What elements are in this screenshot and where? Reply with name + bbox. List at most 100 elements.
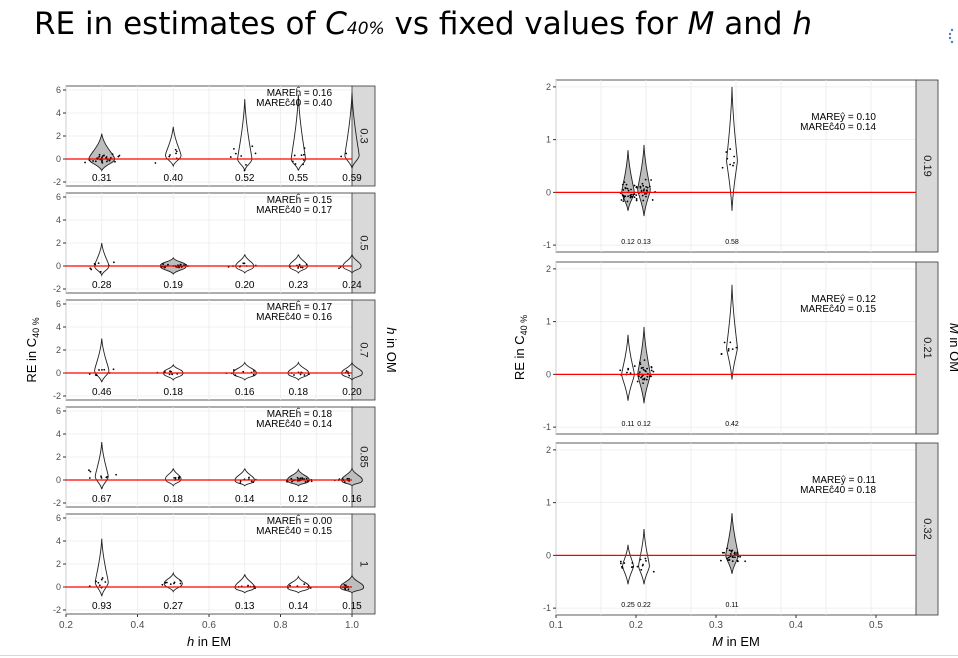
y-tick-label: 2 xyxy=(56,238,61,248)
y-tick-label: 4 xyxy=(56,536,61,546)
data-point xyxy=(247,584,249,587)
data-point xyxy=(623,562,626,564)
x-tick-label: 0.5 xyxy=(869,620,883,631)
group-median-label: 0.12 xyxy=(621,239,635,246)
data-point xyxy=(179,579,182,582)
data-point xyxy=(111,153,114,156)
group-median-label: 0.15 xyxy=(342,601,362,612)
violin xyxy=(94,338,110,383)
mare-c40-label: MAREĉ40 = 0.16 xyxy=(256,312,332,323)
group-median-label: 0.23 xyxy=(289,280,309,291)
data-point xyxy=(635,197,638,200)
data-point xyxy=(301,477,304,480)
data-point xyxy=(650,365,653,368)
group-median-label: 0.42 xyxy=(725,421,739,428)
y-axis-label-subscript: 40 % xyxy=(31,317,41,338)
data-point xyxy=(626,200,629,203)
data-point xyxy=(619,560,622,563)
y-tick-label: -2 xyxy=(53,177,61,187)
data-point xyxy=(629,372,632,375)
data-point xyxy=(652,570,655,573)
y-tick-label: -2 xyxy=(53,391,61,401)
data-point xyxy=(173,582,175,585)
data-point xyxy=(623,181,626,183)
data-point xyxy=(645,378,648,381)
violin xyxy=(637,326,651,404)
y-tick-label: 1 xyxy=(546,317,551,327)
data-point xyxy=(95,580,97,583)
data-point xyxy=(252,373,255,376)
data-point xyxy=(726,557,728,560)
title-c-subscript: 40% xyxy=(346,19,385,39)
data-point xyxy=(651,199,654,201)
violin xyxy=(232,361,257,381)
data-point xyxy=(252,481,255,484)
group-median-label: 0.14 xyxy=(289,601,309,612)
data-point xyxy=(251,145,254,148)
m-facet-chart: RE in C40 %M in OMM in EM0.10.20.30.40.5… xyxy=(512,79,958,649)
data-point xyxy=(297,267,299,269)
y-axis-label-main: RE in C xyxy=(24,338,39,383)
title-m: M xyxy=(687,6,715,42)
data-point xyxy=(348,374,351,377)
data-point xyxy=(169,583,172,586)
data-point xyxy=(303,374,306,376)
title-prefix: RE in estimates of xyxy=(34,6,326,42)
data-point xyxy=(101,155,104,157)
data-point xyxy=(162,263,165,266)
data-point xyxy=(733,161,735,164)
mare-parameter-label: MAREĥ = 0.17 xyxy=(267,300,333,313)
data-point xyxy=(98,155,101,158)
group-median-label: 0.19 xyxy=(164,280,184,291)
data-point xyxy=(245,164,247,166)
violin xyxy=(726,284,738,380)
violin xyxy=(287,361,310,381)
data-point xyxy=(118,154,121,157)
data-point xyxy=(101,160,103,163)
data-point xyxy=(240,155,243,157)
data-point xyxy=(645,195,647,198)
data-point xyxy=(623,196,626,198)
data-point xyxy=(733,155,736,158)
y-tick-label: 2 xyxy=(546,82,551,92)
facet-strip-label: 0.3 xyxy=(358,128,370,143)
data-point xyxy=(720,353,723,355)
data-point xyxy=(723,341,726,344)
data-point xyxy=(630,193,633,196)
mare-c40-label: MAREĉ40 = 0.14 xyxy=(256,419,332,430)
data-point xyxy=(154,162,157,164)
strip-axis-title: M in OM xyxy=(947,323,958,372)
mare-c40-label: MAREĉ40 = 0.15 xyxy=(256,526,332,537)
data-point xyxy=(306,480,309,483)
data-point xyxy=(89,470,92,473)
facet-panel: -2 0 2 4 6 0.3 0.31 0.40 0.52 0.55 0.59 MAREĥ = 0.1… xyxy=(53,85,376,187)
data-point xyxy=(303,147,306,149)
data-point xyxy=(168,373,171,376)
title-h: h xyxy=(792,6,813,42)
data-point xyxy=(254,152,257,155)
data-point xyxy=(248,476,250,479)
violin xyxy=(341,466,363,487)
facet-strip xyxy=(915,79,939,253)
facet-panel: -1 0 1 2 0.32 0.25 0.22 0.11 MAREŷ = 0.11MAREĉ40… xyxy=(543,442,939,616)
data-point xyxy=(638,371,641,374)
strip-axis-title-rest: in OM xyxy=(947,334,958,372)
mare-c40-label: MAREĉ40 = 0.40 xyxy=(256,98,332,109)
y-tick-label: 0 xyxy=(56,368,61,378)
data-point xyxy=(642,184,645,187)
data-point xyxy=(648,185,651,188)
data-point xyxy=(640,376,642,379)
facet-panel: -2 0 2 4 6 0.7 0.46 0.18 0.16 0.18 0.20 MAREĥ = 0.1… xyxy=(53,299,376,401)
data-point xyxy=(729,553,732,555)
x-tick-label: 0.1 xyxy=(549,620,563,631)
data-point xyxy=(624,187,627,190)
y-tick-label: -2 xyxy=(53,498,61,508)
data-point xyxy=(642,378,644,381)
facet-strip-label: 0.7 xyxy=(358,342,370,357)
data-point xyxy=(640,367,643,369)
data-point xyxy=(652,370,655,373)
data-point xyxy=(88,477,91,479)
data-point xyxy=(229,156,232,158)
data-point xyxy=(169,154,171,156)
data-point xyxy=(175,152,177,155)
